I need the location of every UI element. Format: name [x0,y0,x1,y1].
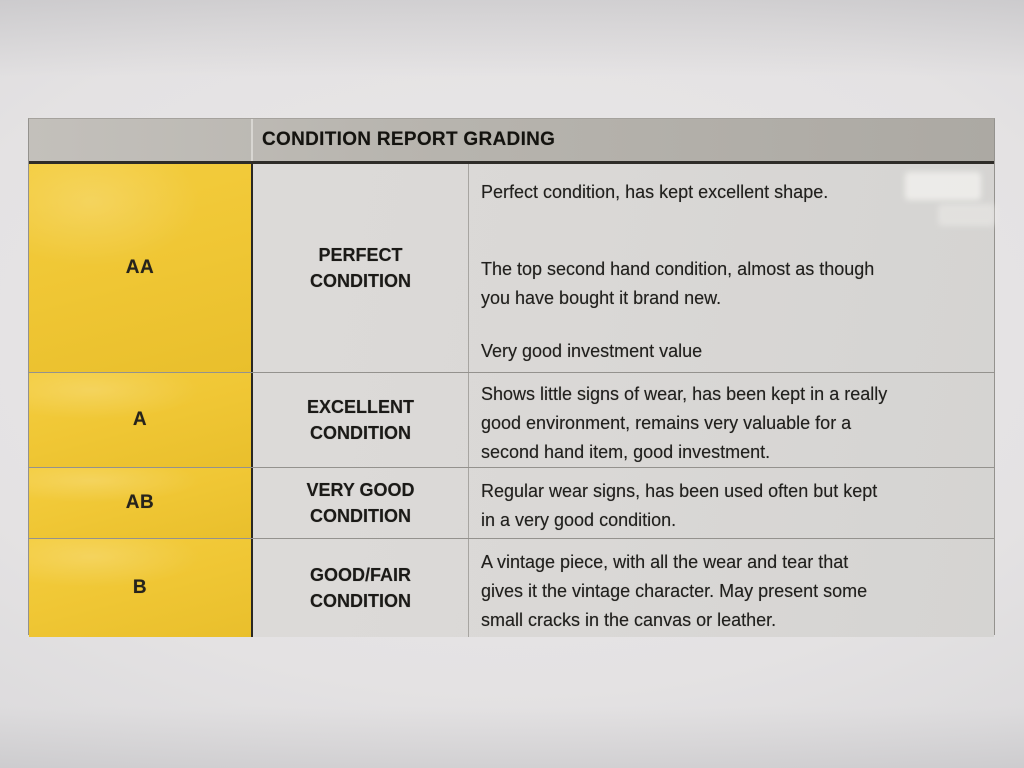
description-paragraph: The top second hand condition, almost as… [481,259,875,308]
description-cell-a: Shows little signs of wear, has been kep… [469,373,994,467]
description-cell-ab: Regular wear signs, has been used often … [469,468,994,538]
grade-cell-b: B [29,539,253,637]
condition-cell-b: GOOD/FAIR CONDITION [253,539,469,637]
header-empty-cell [29,119,253,161]
grade-cell-aa: AA [29,164,253,372]
grade-cell-ab: AB [29,468,253,538]
table-row-b: B GOOD/FAIR CONDITION A vintage piece, w… [29,539,994,637]
table-row-a: A EXCELLENT CONDITION Shows little signs… [29,373,994,468]
condition-cell-aa: PERFECT CONDITION [253,164,469,372]
table-row-aa: AA PERFECT CONDITION Perfect condition, … [29,164,994,373]
condition-cell-ab: VERY GOOD CONDITION [253,468,469,538]
description-cell-b: A vintage piece, with all the wear and t… [469,539,994,637]
condition-cell-a: EXCELLENT CONDITION [253,373,469,467]
description-paragraph: Regular wear signs, has been used often … [481,481,878,530]
condition-grading-table: CONDITION REPORT GRADING AA PERFECT COND… [28,118,995,637]
grade-cell-a: A [29,373,253,467]
table-header-row: CONDITION REPORT GRADING [29,119,994,164]
whiteout-mark [938,204,996,226]
table-row-ab: AB VERY GOOD CONDITION Regular wear sign… [29,468,994,539]
description-paragraph: Very good investment value [481,341,703,361]
table-title: CONDITION REPORT GRADING [262,129,556,150]
description-cell-aa: Perfect condition, has kept excellent sh… [469,164,994,372]
description-paragraph: Perfect condition, has kept excellent sh… [481,182,829,202]
description-paragraph: A vintage piece, with all the wear and t… [481,552,868,630]
description-paragraph: Shows little signs of wear, has been kep… [481,384,888,462]
whiteout-mark [905,172,981,200]
